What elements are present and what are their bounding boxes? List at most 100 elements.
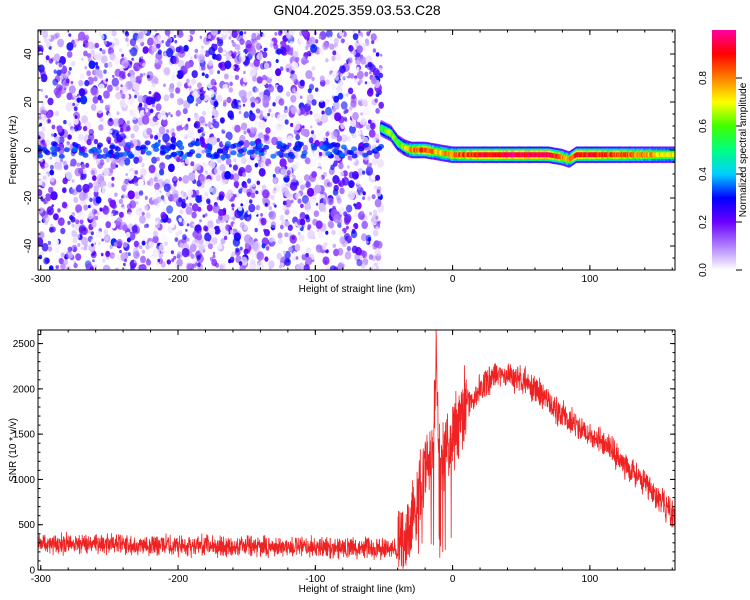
heatmap-noise-cell xyxy=(167,38,171,43)
heatmap-noise-cell xyxy=(141,163,145,168)
heatmap-noise-cell xyxy=(140,144,147,150)
heatmap-noise-cell xyxy=(68,253,73,259)
heatmap-noise-cell xyxy=(250,259,256,266)
heatmap-noise-cell xyxy=(342,176,350,186)
heatmap-noise-cell xyxy=(134,170,139,175)
heatmap-noise-cell xyxy=(287,224,293,231)
heatmap-noise-cell xyxy=(127,252,131,257)
heatmap-noise-cell xyxy=(378,67,383,72)
heatmap-noise-cell xyxy=(304,202,312,211)
heatmap-noise-cell xyxy=(103,69,107,74)
heatmap-noise-cell xyxy=(328,181,333,188)
heatmap-noise-cell xyxy=(254,99,259,104)
heatmap-noise-cell xyxy=(44,150,51,156)
heatmap-noise-cell xyxy=(368,129,376,138)
heatmap-noise-cell xyxy=(345,93,349,97)
heatmap-noise-cell xyxy=(298,141,304,147)
heatmap-noise-cell xyxy=(158,126,166,135)
heatmap-noise-cell xyxy=(262,210,268,217)
heatmap-noise-cell xyxy=(178,145,185,151)
heatmap-noise-cell xyxy=(154,182,160,190)
heatmap-noise-cell xyxy=(300,184,305,191)
heatmap-noise-cell xyxy=(120,133,123,137)
heatmap-noise-cell xyxy=(96,52,103,61)
heatmap-noise-cell xyxy=(71,147,78,153)
heatmap-noise-cell xyxy=(340,122,345,130)
heatmap-noise-cell xyxy=(147,37,154,46)
heatmap-y-tick-label: 0 xyxy=(23,147,34,153)
heatmap-noise-cell xyxy=(211,237,218,246)
heatmap-noise-cell xyxy=(90,49,95,55)
heatmap-noise-cell xyxy=(57,208,61,213)
heatmap-noise-cell xyxy=(229,229,234,234)
heatmap-x-tick-label: -200 xyxy=(168,274,188,285)
heatmap-noise-cell xyxy=(340,38,345,44)
heatmap-noise-cell xyxy=(240,203,243,207)
heatmap-noise-cell xyxy=(163,94,170,102)
heatmap-noise-cell xyxy=(72,102,75,107)
heatmap-noise-cell xyxy=(260,213,264,217)
heatmap-noise-cell xyxy=(212,108,216,112)
heatmap-noise-cell xyxy=(204,232,212,242)
heatmap-noise-cell xyxy=(270,123,276,130)
heatmap-noise-cell xyxy=(92,175,97,182)
heatmap-noise-cell xyxy=(310,125,313,129)
heatmap-noise-cell xyxy=(74,38,78,44)
heatmap-noise-cell xyxy=(278,43,282,48)
heatmap-noise-cell xyxy=(261,51,268,58)
heatmap-noise-cell xyxy=(159,168,165,176)
heatmap-noise-cell xyxy=(275,68,282,77)
heatmap-noise-cell xyxy=(311,99,317,106)
heatmap-noise-cell xyxy=(215,218,221,224)
heatmap-noise-cell xyxy=(102,258,106,263)
heatmap-noise-cell xyxy=(71,179,75,183)
heatmap-noise-cell xyxy=(95,230,103,239)
heatmap-noise-cell xyxy=(41,126,46,132)
heatmap-noise-cell xyxy=(339,177,343,181)
heatmap-noise-cell xyxy=(372,48,377,53)
heatmap-noise-cell xyxy=(300,128,307,136)
heatmap-noise-cell xyxy=(206,198,211,204)
heatmap-noise-cell xyxy=(188,197,195,205)
heatmap-noise-cell xyxy=(154,135,159,140)
heatmap-noise-cell xyxy=(336,135,342,142)
heatmap-noise-cell xyxy=(323,137,327,142)
heatmap-noise-cell xyxy=(333,123,337,129)
heatmap-noise-cell xyxy=(188,87,192,93)
heatmap-noise-cell xyxy=(66,92,73,101)
heatmap-noise-cell xyxy=(77,133,84,142)
heatmap-noise-cell xyxy=(291,236,295,240)
heatmap-noise-cell xyxy=(58,62,63,68)
heatmap-noise-cell xyxy=(351,153,358,159)
heatmap-noise-cell xyxy=(208,68,214,75)
heatmap-noise-cell xyxy=(293,251,297,256)
heatmap-noise-cell xyxy=(292,50,299,58)
heatmap-noise-cell xyxy=(145,108,149,113)
heatmap-noise-cell xyxy=(372,265,376,270)
heatmap-noise-cell xyxy=(238,90,244,97)
heatmap-noise-cell xyxy=(256,251,264,261)
heatmap-noise-cell xyxy=(371,221,374,225)
heatmap-noise-cell xyxy=(184,61,191,69)
heatmap-noise-cell xyxy=(229,81,233,87)
heatmap-noise-cell xyxy=(218,62,224,69)
heatmap-noise-cell xyxy=(108,112,112,117)
heatmap-noise-cell xyxy=(54,247,60,254)
heatmap-noise-cell xyxy=(223,99,227,105)
heatmap-noise-cell xyxy=(290,122,294,128)
heatmap-noise-cell xyxy=(176,30,184,38)
heatmap-noise-cell xyxy=(100,252,104,257)
heatmap-noise-cell xyxy=(123,157,131,166)
heatmap-noise-cell xyxy=(375,52,380,57)
heatmap-noise-cell xyxy=(266,70,273,78)
heatmap-noise-cell xyxy=(110,157,114,162)
snr-y-tick-label: 2000 xyxy=(13,384,36,395)
heatmap-noise-cell xyxy=(81,163,86,170)
heatmap-noise-cell xyxy=(168,85,175,93)
heatmap-noise-cell xyxy=(189,30,195,35)
heatmap-noise-cell xyxy=(178,176,182,182)
heatmap-noise-cell xyxy=(139,215,146,224)
heatmap-noise-cell xyxy=(118,211,124,218)
heatmap-noise-cell xyxy=(224,170,232,180)
heatmap-noise-cell xyxy=(155,196,162,204)
